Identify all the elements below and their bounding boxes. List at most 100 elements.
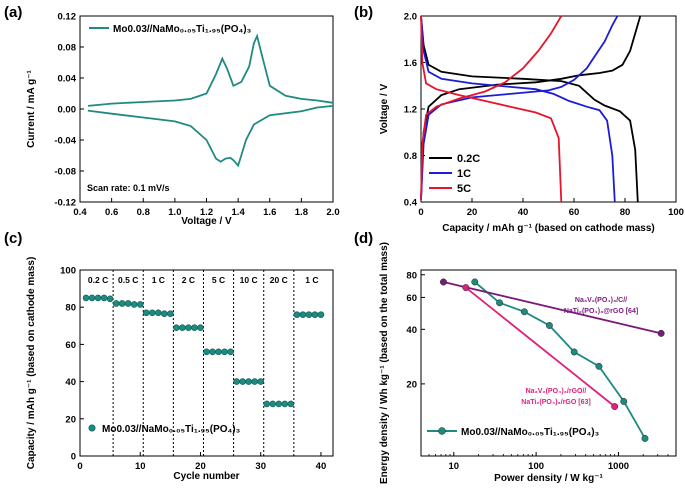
- panel-d-point-0-3: [545, 322, 553, 329]
- panel-c-xlabel: Cycle number: [173, 471, 239, 482]
- panel-c-point-27: [239, 378, 246, 385]
- panel-c-point-10: [136, 301, 144, 308]
- panel-c-point-32: [269, 400, 277, 408]
- panel-a-xtick-2: 0.8: [137, 207, 150, 218]
- panel-c-ytick-1: 20: [65, 414, 76, 425]
- panel-c-point-39: [311, 311, 319, 318]
- panel-c-point-15: [167, 310, 174, 318]
- panel-a-ytick-4: 0.04: [58, 74, 77, 85]
- panel-b-xtick-1: 20: [467, 207, 478, 218]
- panel-a-legend: Mo0.03//NaMo₀.₀₅Ti₁.₉₅(PO₄)₃: [113, 24, 252, 35]
- panel-c-point-9: [130, 301, 138, 308]
- panel-c-xtick-0: 0: [77, 461, 82, 472]
- panel-b-xtick-5: 100: [668, 207, 684, 218]
- panel-c-point-37: [299, 311, 307, 318]
- panel-a-xtick-4: 1.2: [200, 207, 213, 218]
- panel-b-xtick-4: 80: [620, 207, 631, 218]
- panel-a-xtick-6: 1.6: [263, 207, 276, 218]
- panel-b-legend-1: 1C: [457, 168, 471, 180]
- panel-c-point-36: [293, 311, 301, 318]
- panel-d-label: (d): [354, 230, 373, 247]
- panel-d-series-0: [474, 281, 646, 439]
- panel-d-note-purple-1: NaTi₂(PO₄)₃@rGO [64]: [564, 308, 638, 315]
- panel-a-ytick-3: 0.00: [58, 105, 77, 116]
- panel-b-ytick-1: 0.8: [404, 151, 417, 162]
- panel-c-xtick-1: 10: [135, 461, 146, 472]
- panel-b-xtick-2: 40: [518, 207, 529, 218]
- panel-a-frame: [79, 15, 334, 203]
- panel-d-ylabel: Energy density / Wh kg⁻¹ (based on the t…: [379, 242, 390, 484]
- panel-c-point-29: [251, 378, 258, 385]
- panel-c-legend: Mo0.03//NaMo₀.₀₅Ti₁.₉₅(PO₄)₃: [102, 424, 241, 435]
- panel-b-discharge-5C: [420, 15, 563, 203]
- panel-d-ytick-2: 60: [406, 293, 417, 304]
- panel-a-xlabel: Voltage / V: [181, 216, 232, 227]
- panel-c-point-38: [305, 311, 313, 318]
- panel-c-point-19: [191, 324, 198, 331]
- panel-c-xtick-3: 30: [255, 461, 266, 472]
- panel-c-ytick-0: 0: [71, 452, 76, 463]
- panel-d-point-2-0: [462, 284, 470, 292]
- panel-b-ytick-2: 1.2: [404, 105, 417, 116]
- panel-c-point-34: [281, 400, 289, 408]
- panel-c-point-4: [100, 294, 108, 302]
- panel-c-point-13: [155, 309, 162, 317]
- panel-d-note-purple-0: Na₃V₂(PO₄)₃/C//: [575, 297, 627, 304]
- panel-c-point-23: [215, 348, 222, 356]
- panel-c-point-33: [275, 400, 283, 408]
- panel-c-point-31: [263, 400, 271, 408]
- panel-a-ytick-5: 0.08: [58, 43, 77, 54]
- panel-d-note-pink-0: Na₃V₂(PO₄)₃/rGO//: [526, 388, 587, 395]
- panel-a-ylabel: Current / mA g⁻¹: [26, 69, 37, 147]
- panel-c-point-18: [185, 324, 192, 331]
- panel-a-xtick-5: 1.4: [232, 207, 246, 218]
- panel-c-point-5: [106, 295, 114, 303]
- panel-c-rate-5: 10 C: [240, 275, 258, 285]
- panel-d-xtick-0: 10: [448, 461, 459, 472]
- panel-b-xtick-0: 0: [418, 207, 423, 218]
- panel-c-point-35: [287, 400, 295, 408]
- panel-a-ytick-6: 0.12: [58, 12, 77, 23]
- panel-c-point-30: [257, 378, 265, 385]
- panel-c-point-12: [148, 309, 156, 317]
- panel-d-point-0-4: [570, 348, 578, 356]
- panel-d-note-pink-1: NaTi₂(PO₄)₃/rGO [63]: [521, 399, 590, 406]
- panel-c-rate-1: 0.5 C: [118, 275, 138, 285]
- panel-c-point-8: [124, 300, 132, 307]
- panel-c-point-7: [118, 300, 126, 307]
- panel-c-frame: [79, 269, 334, 457]
- panel-d-ytick-0: 20: [406, 379, 417, 390]
- panel-d-point-1-1: [657, 329, 665, 337]
- panel-b-charge-0.2C: [420, 15, 642, 200]
- panel-d-point-0-5: [595, 362, 603, 370]
- panel-d-frame: [420, 269, 677, 457]
- panel-d-ytick-3: 80: [406, 270, 417, 281]
- panel-c-legend-marker: [88, 424, 96, 432]
- panel-c-point-17: [179, 324, 186, 331]
- panel-c-point-25: [227, 348, 234, 356]
- panel-c-point-20: [197, 324, 204, 331]
- panel-c-ytick-3: 60: [65, 340, 76, 351]
- panel-c-label: (c): [4, 230, 22, 247]
- panel-c-point-11: [142, 309, 150, 317]
- panel-d-xlabel: Power density / W kg⁻¹: [494, 473, 603, 484]
- panel-c-point-24: [221, 348, 228, 356]
- panel-b-legend-2: 5C: [457, 183, 471, 195]
- panel-c-point-14: [161, 310, 168, 318]
- panel-a-annotation: Scan rate: 0.1 mV/s: [87, 183, 170, 193]
- panel-c-point-22: [209, 348, 216, 356]
- panel-b-xtick-3: 60: [569, 207, 580, 218]
- panel-c-ytick-2: 40: [65, 377, 76, 388]
- panel-a-ytick-0: -0.12: [54, 198, 76, 209]
- panel-b-charge-1C: [420, 15, 619, 200]
- panel-c-xtick-2: 20: [195, 461, 206, 472]
- panel-c-point-2: [88, 294, 96, 302]
- panel-b-label: (b): [354, 4, 373, 21]
- panel-a-label: (a): [4, 4, 22, 21]
- panel-b-charge-5C: [420, 15, 563, 200]
- panel-d-point-0-0: [471, 278, 479, 286]
- panel-c-ylabel: Capacity / mAh g⁻¹ (based on cathode mas…: [26, 257, 37, 470]
- panel-c-rate-7: 1 C: [305, 275, 318, 285]
- panel-c-rate-2: 1 C: [152, 275, 165, 285]
